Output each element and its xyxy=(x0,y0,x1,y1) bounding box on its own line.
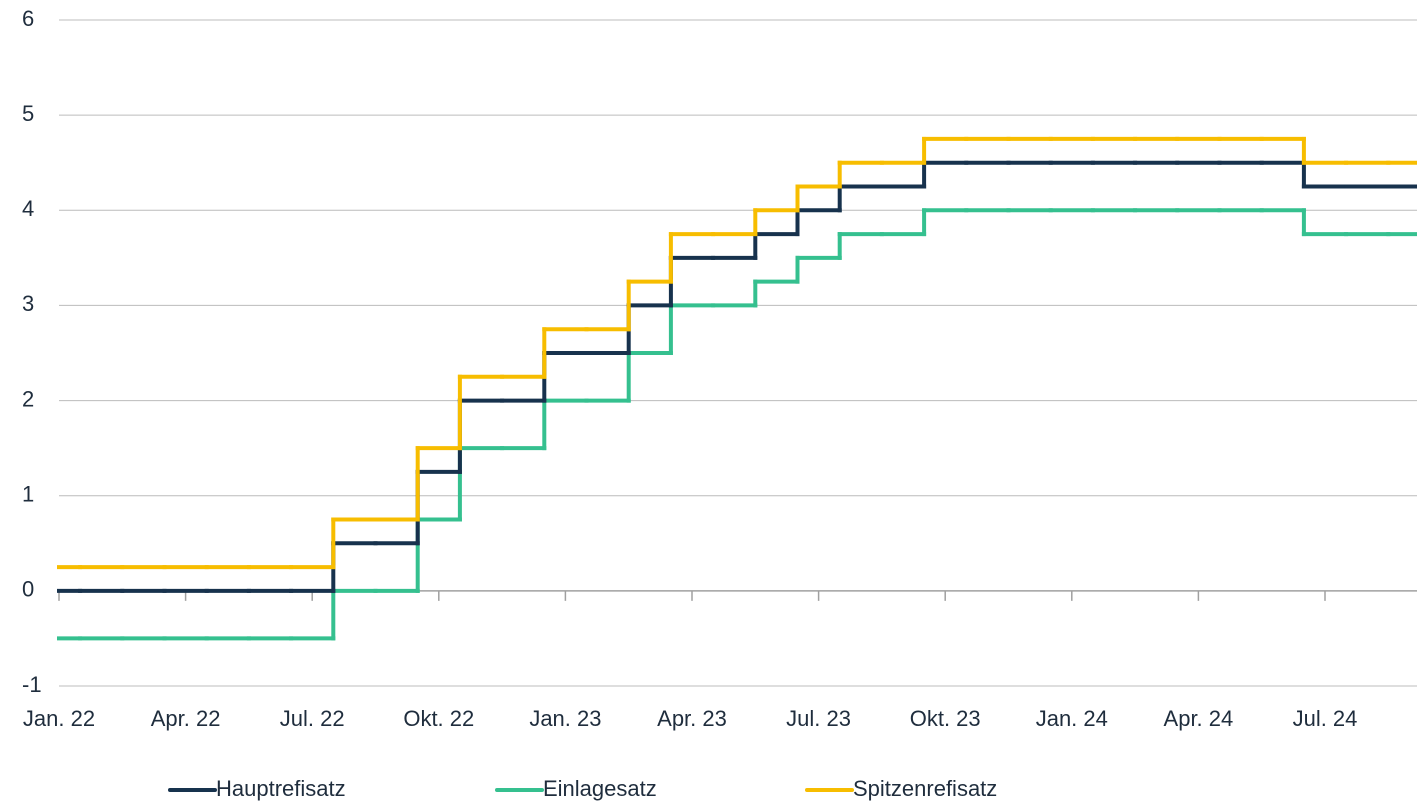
legend-label: Einlagesatz xyxy=(543,776,657,801)
y-tick-label: 6 xyxy=(22,6,34,31)
y-tick-label: -1 xyxy=(22,672,42,697)
x-tick-label: Okt. 22 xyxy=(403,706,474,731)
legend-label: Hauptrefisatz xyxy=(216,776,346,801)
x-tick-label: Apr. 22 xyxy=(151,706,221,731)
x-tick-label: Okt. 23 xyxy=(910,706,981,731)
legend-label: Spitzenrefisatz xyxy=(853,776,997,801)
y-tick-label: 2 xyxy=(22,386,34,411)
x-tick-label: Jul. 23 xyxy=(786,706,851,731)
x-tick-label: Jan. 23 xyxy=(529,706,601,731)
y-tick-label: 1 xyxy=(22,482,34,507)
x-tick-label: Apr. 24 xyxy=(1164,706,1234,731)
x-tick-label: Jan. 24 xyxy=(1036,706,1108,731)
y-tick-label: 4 xyxy=(22,196,34,221)
y-tick-label: 5 xyxy=(22,101,34,126)
y-tick-label: 0 xyxy=(22,577,34,602)
y-tick-label: 3 xyxy=(22,291,34,316)
x-tick-label: Jan. 22 xyxy=(23,706,95,731)
x-tick-label: Jul. 22 xyxy=(280,706,345,731)
x-tick-label: Jul. 24 xyxy=(1293,706,1358,731)
x-tick-label: Apr. 23 xyxy=(657,706,727,731)
